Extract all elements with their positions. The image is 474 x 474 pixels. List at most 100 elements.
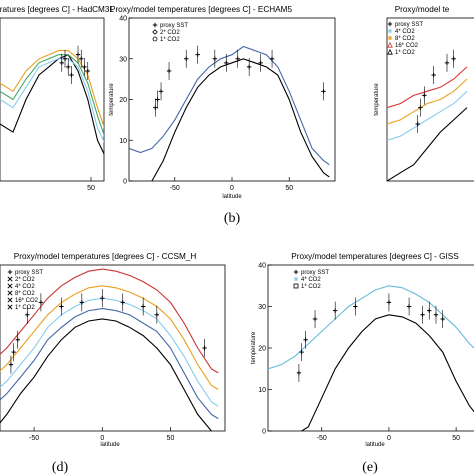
panel-a-series-0 [0, 54, 104, 156]
panel-a-series-1 [0, 54, 104, 137]
proxy-point [312, 316, 318, 322]
proxy-point [451, 56, 456, 61]
proxy-point [418, 105, 423, 110]
legend-marker [7, 297, 13, 303]
proxy-point [8, 362, 14, 367]
legend-label: proxy SST [160, 23, 188, 29]
proxy-point [69, 72, 74, 78]
panel-c-ylabel: temperature [374, 83, 380, 116]
proxy-point [15, 337, 20, 342]
proxy-point [79, 56, 84, 61]
proxy-point [258, 60, 263, 66]
legend-marker [7, 283, 13, 289]
panel-c-frame [386, 17, 474, 182]
panel-d-title: Proxy/model temperatures [degrees C] - C… [14, 252, 197, 261]
legend-label: 2* CO2 [15, 277, 35, 283]
legend-label: 1* CO2 [395, 50, 415, 56]
panel-c-title: Proxy/model te [395, 5, 450, 14]
panel-b-title: Proxy/model temperatures [degrees C] - E… [110, 5, 292, 14]
panel-e-data [268, 285, 474, 431]
proxy-point [321, 89, 326, 94]
panel-b-ylabel: temperature [109, 83, 115, 116]
legend-label: 4* CO2 [15, 284, 35, 290]
proxy-point [444, 60, 450, 66]
x-tick-label: 50 [167, 435, 175, 442]
proxy-point [85, 68, 90, 74]
proxy-point [153, 105, 158, 110]
panel-e-ylabel: temperature [251, 331, 257, 364]
proxy-point [422, 93, 427, 98]
proxy-point [406, 304, 412, 309]
panel-a-frame [0, 17, 105, 182]
legend-marker [293, 269, 299, 275]
caption-b: (b) [224, 211, 241, 226]
proxy-point [386, 300, 392, 305]
panel-c-data [387, 49, 468, 181]
panel-c-series-0 [387, 66, 468, 109]
panel-a-series-2 [0, 50, 104, 129]
proxy-point [166, 68, 172, 74]
proxy-point [433, 312, 439, 317]
panel-b: Proxy/model temperatures [degrees C] - E… [109, 5, 336, 200]
legend-marker [152, 29, 158, 35]
proxy-point [195, 52, 200, 57]
panel-c-series-2 [387, 90, 468, 141]
legend-marker [7, 290, 13, 296]
proxy-point [38, 300, 44, 305]
caption-d: (d) [52, 460, 69, 474]
legend-marker [152, 36, 158, 42]
panel-d-series-0 [0, 268, 219, 374]
legend-label: 1* CO2 [301, 284, 321, 290]
panel-a-data [0, 45, 104, 156]
legend-label: proxy SST [395, 22, 423, 28]
proxy-point [79, 300, 85, 305]
panel-a-series-3 [0, 58, 104, 143]
proxy-point [154, 312, 160, 317]
x-tick-label: -50 [29, 435, 39, 442]
panel-e-xlabel: latitude [365, 442, 385, 448]
x-tick-label: -50 [170, 185, 180, 192]
proxy-point [224, 60, 229, 66]
proxy-point [11, 349, 16, 355]
legend-marker [387, 35, 393, 41]
proxy-point [120, 300, 125, 305]
legend-marker [387, 28, 393, 34]
legend-label: 4* CO2 [395, 29, 415, 35]
legend-label: proxy SST [15, 270, 43, 276]
panel-b-xlabel: latitude [222, 194, 242, 200]
legend-label: 1* CO2 [15, 305, 35, 311]
proxy-point [427, 308, 432, 313]
panel-d-data [0, 268, 219, 431]
proxy-point [25, 312, 30, 317]
x-tick-label: 0 [230, 185, 234, 192]
x-tick-label: 50 [452, 435, 460, 442]
proxy-point [59, 304, 64, 309]
legend-label: 4* CO2 [301, 277, 321, 283]
y-tick-label: 20 [258, 346, 266, 353]
proxy-point [332, 308, 338, 313]
x-tick-label: -50 [317, 435, 327, 442]
panel-c-series-3 [387, 107, 468, 181]
proxy-point [269, 56, 275, 61]
panel-a-plot: 50 [0, 45, 104, 192]
panel-a-title: Proxy/model temperatures [degrees C] - H… [0, 5, 114, 14]
proxy-point [158, 89, 164, 94]
proxy-point [62, 56, 68, 61]
panel-d-series-4 [0, 318, 213, 431]
proxy-point [296, 370, 302, 376]
panel-e-series-1 [300, 314, 474, 431]
proxy-point [184, 56, 189, 61]
legend-marker [293, 276, 299, 282]
proxy-point [202, 345, 207, 351]
panel-c-series-1 [387, 78, 468, 125]
legend-label: 16* CO2 [15, 298, 39, 304]
proxy-point [59, 60, 64, 66]
legend-label: 16* CO2 [395, 43, 419, 49]
proxy-point [246, 64, 252, 70]
y-tick-label: 10 [119, 138, 127, 145]
x-tick-label: 0 [100, 435, 104, 442]
legend-marker [7, 304, 13, 310]
y-tick-label: 20 [119, 97, 127, 104]
caption-e: (e) [362, 460, 378, 474]
